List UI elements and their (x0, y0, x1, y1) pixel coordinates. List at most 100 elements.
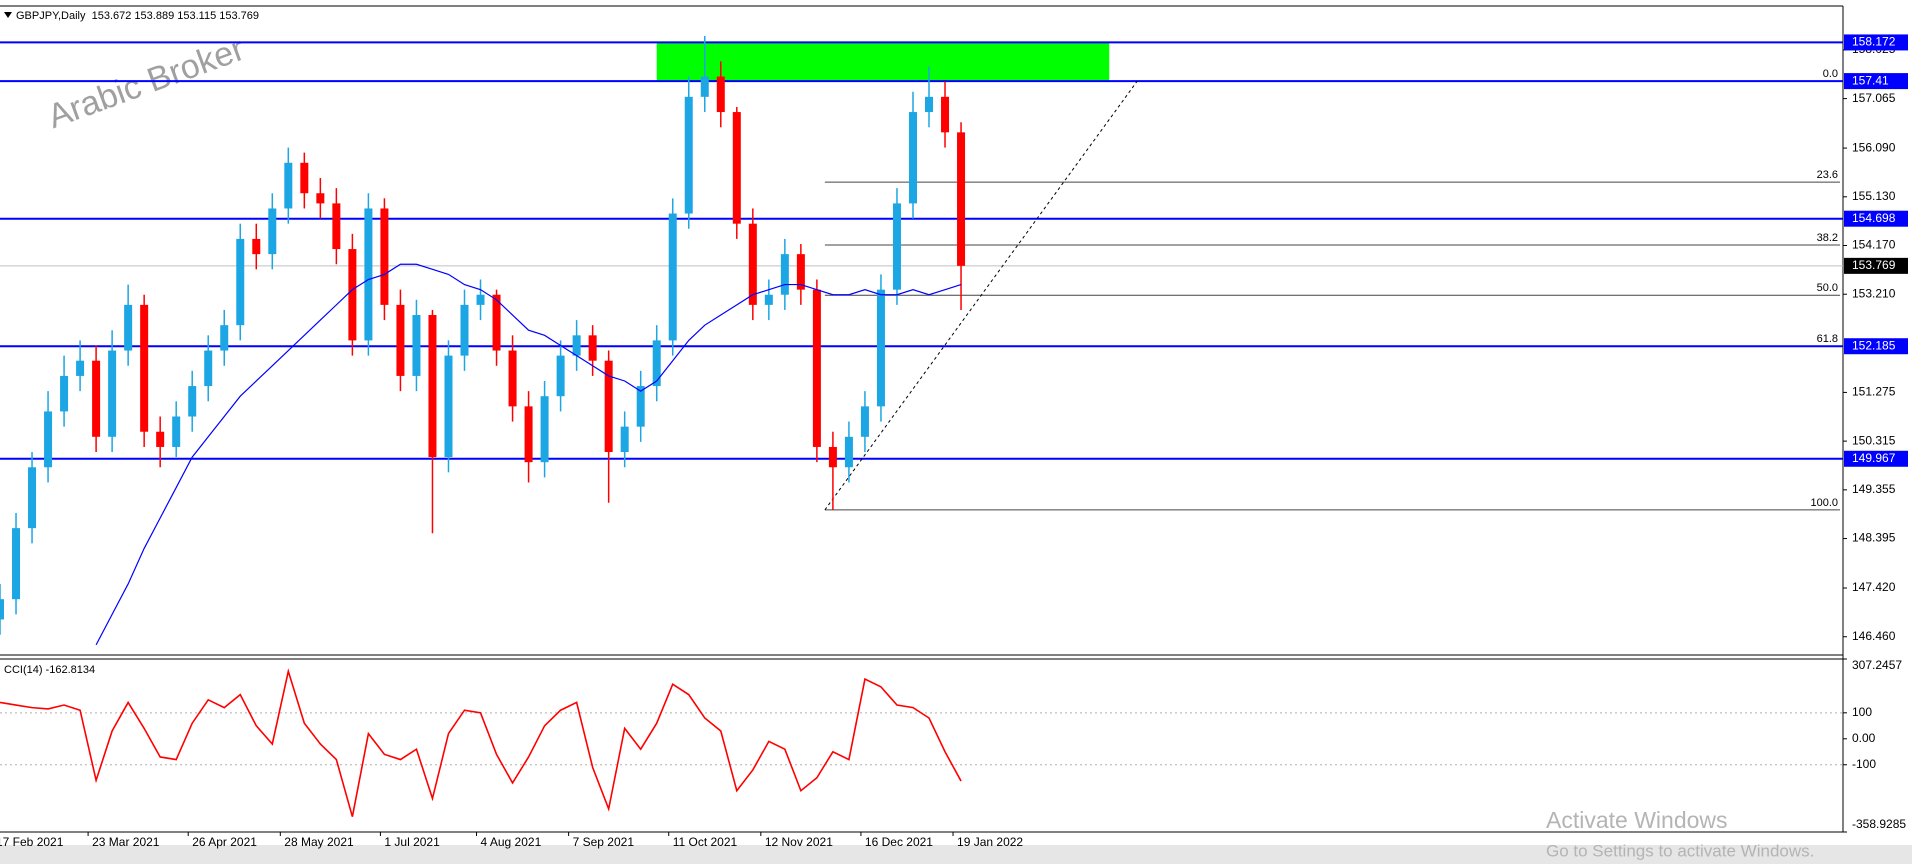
candle-body (941, 96, 950, 133)
level-label-box (1844, 210, 1908, 227)
candle-body (396, 304, 405, 376)
menu-arrow[interactable] (4, 12, 12, 18)
candle-body (156, 431, 165, 447)
y-tick-label: 151.275 (1852, 385, 1896, 399)
candle-body (700, 76, 709, 97)
candle-body (204, 350, 213, 387)
x-tick-label: 17 Feb 2021 (0, 835, 64, 849)
candle-body (172, 416, 181, 447)
candle-body (0, 599, 4, 620)
x-tick-label: 26 Apr 2021 (192, 835, 257, 849)
symbol-header: GBPJPY,Daily 153.672 153.889 153.115 153… (16, 10, 259, 22)
fib-label: 100.0 (1810, 497, 1838, 509)
level-label-box (1844, 34, 1908, 51)
moving-average (95, 263, 962, 646)
candle-body (316, 193, 325, 204)
candle-body (812, 289, 821, 447)
candle-body (556, 355, 565, 397)
candle-body (716, 76, 725, 113)
candle-body (620, 426, 629, 453)
x-tick-label: 23 Mar 2021 (92, 835, 160, 849)
tab-strip (0, 845, 1912, 864)
candle-body (284, 162, 293, 209)
candle-body (828, 446, 837, 468)
activation-notice: Go to Settings to activate Windows. (1546, 841, 1814, 860)
candle-body (348, 249, 357, 341)
fib-label: 23.6 (1817, 169, 1838, 181)
x-tick-label: 7 Sep 2021 (573, 835, 635, 849)
candle-body (428, 315, 437, 458)
candle-body (492, 294, 501, 351)
candle-body (188, 386, 197, 417)
candle-body (764, 294, 773, 305)
candle-body (460, 304, 469, 356)
y-tick-label: 146.460 (1852, 629, 1896, 643)
candle-body (476, 294, 485, 305)
candle-body (652, 340, 661, 387)
y-tick-label: 149.355 (1852, 482, 1896, 496)
current-price-box (1844, 257, 1908, 274)
x-tick-label: 12 Nov 2021 (765, 835, 833, 849)
y-tick-label: 148.395 (1852, 531, 1896, 545)
y-tick-label: -358.9285 (1852, 817, 1906, 831)
candle-body (636, 386, 645, 427)
y-tick-label: 155.130 (1852, 189, 1896, 203)
candle-body (524, 406, 533, 463)
candle-body (508, 350, 517, 407)
activation-notice: Activate Windows (1546, 807, 1728, 833)
fib-label: 50.0 (1817, 282, 1838, 294)
x-tick-label: 19 Jan 2022 (957, 835, 1023, 849)
candle-body (108, 350, 117, 437)
level-label-box (1844, 338, 1908, 355)
trend-line (824, 80, 1138, 511)
candle-body (780, 254, 789, 295)
y-tick-label: 100 (1852, 705, 1872, 719)
y-tick-label: 154.170 (1852, 238, 1896, 252)
candle-body (124, 304, 133, 351)
candle-body (860, 406, 869, 437)
level-label: 158.172 (1852, 35, 1896, 49)
x-tick-label: 1 Jul 2021 (384, 835, 440, 849)
candle-body (748, 223, 757, 305)
candle-body (957, 132, 966, 266)
y-tick-label: 0.00 (1852, 731, 1876, 745)
zone (656, 42, 1110, 82)
candle-body (732, 112, 741, 224)
candle-body (572, 335, 581, 356)
y-tick-label: 147.420 (1852, 580, 1896, 594)
x-tick-label: 28 May 2021 (284, 835, 354, 849)
level-label: 149.967 (1852, 451, 1896, 465)
candle-body (364, 208, 373, 341)
current-price-label: 153.769 (1852, 258, 1896, 272)
candle-body (140, 304, 149, 432)
y-tick-label: 156.090 (1852, 140, 1896, 154)
candle-body (44, 411, 53, 468)
level-label: 152.185 (1852, 338, 1896, 352)
fib-label: 0.0 (1823, 68, 1838, 80)
candle-body (876, 289, 885, 407)
y-tick-label: 150.315 (1852, 433, 1896, 447)
candle-body (236, 238, 245, 326)
candle-body (540, 396, 549, 463)
candle-body (796, 254, 805, 290)
candle-body (268, 208, 277, 255)
level-label: 157.41 (1852, 73, 1889, 87)
y-tick-label: 153.210 (1852, 286, 1896, 300)
x-tick-label: 4 Aug 2021 (481, 835, 542, 849)
candle-body (76, 360, 85, 376)
candle-body (332, 203, 341, 250)
x-tick-label: 11 Oct 2021 (673, 835, 738, 849)
x-tick-label: 16 Dec 2021 (865, 835, 933, 849)
candle-body (252, 238, 261, 255)
candle-body (925, 96, 934, 113)
candle-body (60, 375, 69, 412)
cci-line (0, 668, 962, 817)
candle-body (12, 528, 21, 600)
candle-body (92, 360, 101, 437)
fib-label: 38.2 (1817, 232, 1838, 244)
y-tick-label: 307.2457 (1852, 658, 1902, 672)
candle-body (908, 112, 917, 204)
candle-body (444, 355, 453, 458)
